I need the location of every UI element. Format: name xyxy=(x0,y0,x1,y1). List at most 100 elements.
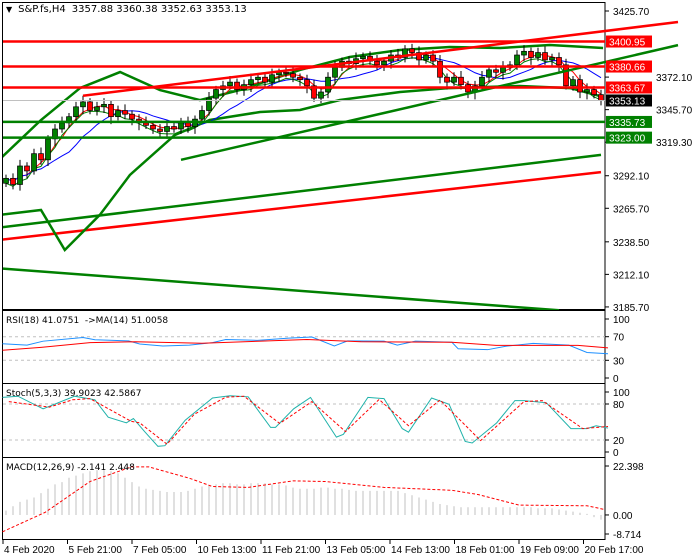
trendline xyxy=(3,267,560,310)
candle-body xyxy=(108,103,114,118)
macd-title: MACD(12,26,9) -2.141 2.448 xyxy=(6,463,135,473)
candle-body xyxy=(556,57,562,66)
candle-body xyxy=(101,103,107,108)
candle-body xyxy=(255,76,261,81)
candle-body xyxy=(402,48,408,58)
candle-body xyxy=(437,60,443,78)
candle-body xyxy=(94,106,100,111)
candle-body xyxy=(535,52,541,58)
candle-body xyxy=(171,126,177,130)
candle-body xyxy=(185,122,191,127)
candle-body xyxy=(17,165,23,185)
candle-body xyxy=(150,124,156,130)
rsi-tick-label: 0 xyxy=(613,374,619,385)
candle-body xyxy=(451,76,457,83)
price-tick-label: 3425.70 xyxy=(613,7,650,18)
time-tick-label: 7 Feb 05:00 xyxy=(133,545,187,556)
candle-body xyxy=(360,55,366,60)
candle-body xyxy=(381,60,387,66)
price-tick-label: 3372.10 xyxy=(656,73,693,84)
level-label-box xyxy=(606,81,652,94)
dropdown-triangle-icon[interactable]: ▼ xyxy=(6,5,13,14)
main-panel-frame xyxy=(2,2,606,310)
candle-body xyxy=(514,54,520,66)
level-label: 3363.67 xyxy=(609,83,646,94)
price-tick-label: 3265.70 xyxy=(613,204,650,215)
price-tick-label: 3212.10 xyxy=(613,270,650,281)
time-tick-label: 10 Feb 13:00 xyxy=(198,545,257,556)
candle-body xyxy=(129,113,135,120)
candle-body xyxy=(500,67,506,73)
candle-body xyxy=(318,91,324,99)
candle-body xyxy=(143,122,149,126)
price-tick-label: 3319.30 xyxy=(656,138,693,149)
candle-body xyxy=(24,165,30,172)
candle-body xyxy=(311,85,317,99)
candle-body xyxy=(157,128,163,132)
price-tick-label: 3185.70 xyxy=(613,303,650,314)
candle-body xyxy=(290,73,296,78)
candle-body xyxy=(409,48,415,53)
candle-body xyxy=(521,50,527,56)
candle-body xyxy=(493,69,499,73)
time-tick-label: 14 Feb 13:00 xyxy=(391,545,450,556)
candle-body xyxy=(332,67,338,78)
symbol-label: S&P.fs,H4 xyxy=(18,4,66,15)
level-label: 3323.00 xyxy=(609,134,646,145)
rsi-series-0 xyxy=(2,336,609,355)
candle-body xyxy=(304,79,310,87)
candle-body xyxy=(479,76,485,87)
candle-body xyxy=(444,76,450,83)
main-plot xyxy=(3,43,604,310)
candle-body xyxy=(234,81,240,90)
ma-slow-line xyxy=(5,57,602,187)
trendline xyxy=(180,43,679,162)
rsi-series-1 xyxy=(2,339,609,351)
rsi-tick-label: 30 xyxy=(613,356,625,367)
macd-tick-label: -8.714 xyxy=(613,530,642,541)
ohlc-label: 3357.88 3360.38 3352.63 3353.13 xyxy=(71,4,247,15)
level-label: 3400.95 xyxy=(609,38,646,49)
candle-body xyxy=(430,54,436,62)
candle-body xyxy=(87,101,93,111)
sto-series-0 xyxy=(2,395,609,447)
macd-tick-label: 0.00 xyxy=(613,511,633,522)
level-label: 3380.66 xyxy=(609,63,646,74)
trendline xyxy=(82,20,679,97)
candle-body xyxy=(80,101,86,108)
candle-body xyxy=(164,126,170,132)
candle-body xyxy=(297,76,303,81)
candle-body xyxy=(262,76,268,83)
candle-body xyxy=(45,138,51,161)
candle-body xyxy=(577,79,583,93)
trendline xyxy=(3,170,602,241)
candle-body xyxy=(584,89,590,93)
price-tick-label: 3238.50 xyxy=(613,238,650,249)
level-label-box xyxy=(606,60,652,73)
candle-body xyxy=(458,76,464,85)
candle-body xyxy=(213,89,219,99)
candle-body xyxy=(528,50,534,58)
candle-body xyxy=(269,74,275,83)
macd-tick-label: 22.398 xyxy=(613,462,644,473)
ma-fast-line xyxy=(5,52,602,182)
rsi-title: RSI(18) 41.0751 ->MA(14) 51.0058 xyxy=(6,316,169,326)
time-tick-label: 5 Feb 21:00 xyxy=(69,545,123,556)
candle-body xyxy=(10,177,16,185)
candle-body xyxy=(423,54,429,61)
candle-body xyxy=(416,52,422,61)
candle-body xyxy=(59,122,65,130)
candle-body xyxy=(199,110,205,120)
candle-body xyxy=(206,97,212,111)
sto-series-1 xyxy=(8,395,609,445)
candle-body xyxy=(38,153,44,161)
current-price-label: 3353.13 xyxy=(609,96,646,107)
candle-body xyxy=(122,110,128,115)
ma-mid-line xyxy=(5,56,602,182)
time-tick-label: 20 Feb 17:00 xyxy=(585,545,644,556)
candle-body xyxy=(549,57,555,61)
time-tick-label: 13 Feb 05:00 xyxy=(327,545,386,556)
candle-body xyxy=(570,79,576,87)
candle-body xyxy=(542,52,548,61)
